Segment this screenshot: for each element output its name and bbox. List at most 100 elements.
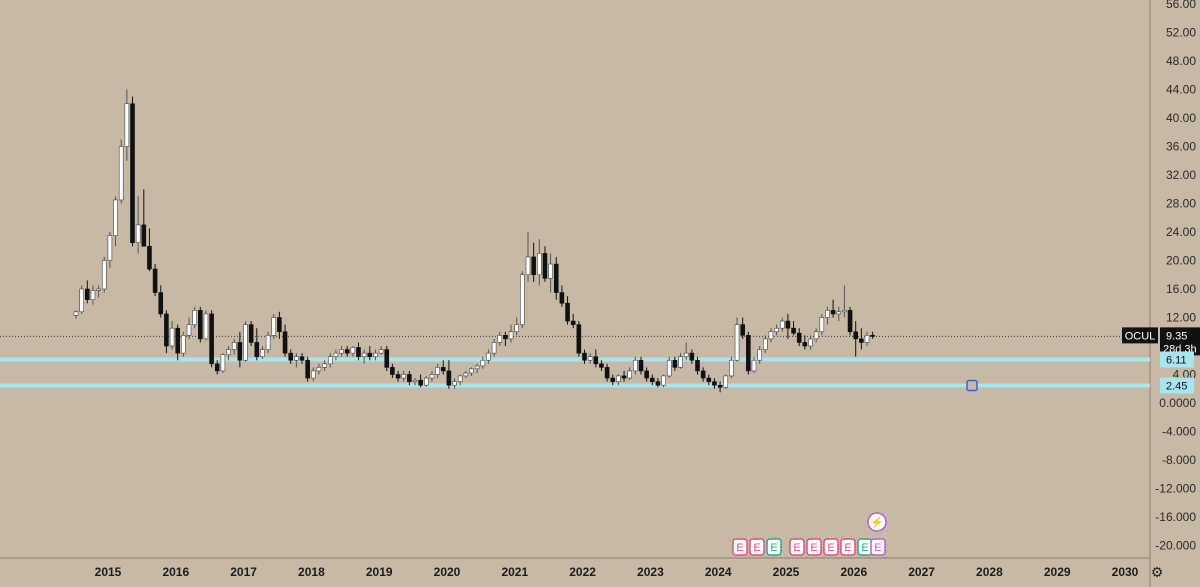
- earnings-marker: [749, 538, 765, 556]
- candle-body: [350, 347, 356, 354]
- year-label: 2026: [840, 565, 867, 579]
- year-label: 2017: [230, 565, 257, 579]
- candle-body: [486, 352, 491, 361]
- candle-body: [802, 342, 808, 347]
- earnings-marker-label: E: [810, 542, 817, 554]
- candle-body: [96, 288, 101, 291]
- year-label: 2029: [1044, 565, 1071, 579]
- candle-body: [282, 331, 288, 354]
- line-value-tag: 6.11: [1166, 354, 1187, 366]
- candle-body: [785, 320, 791, 329]
- candle-body: [220, 354, 226, 372]
- earnings-marker-label: E: [844, 542, 851, 554]
- candle-body: [124, 103, 130, 147]
- year-label: 2016: [162, 565, 189, 579]
- candle-body: [203, 313, 209, 340]
- candle-body: [633, 359, 638, 372]
- settings-icon[interactable]: ⚙: [1150, 565, 1164, 581]
- candle-body: [226, 349, 231, 355]
- candle-body: [367, 352, 373, 357]
- candle-body: [836, 311, 842, 315]
- price-tick-label: 48.00: [1166, 54, 1196, 68]
- candle-body: [599, 363, 604, 368]
- price-tick-label: -4.000: [1162, 425, 1196, 439]
- candle-body: [779, 320, 785, 329]
- candle-body: [700, 370, 706, 379]
- earnings-marker: [823, 538, 839, 556]
- candle-body: [344, 349, 350, 354]
- candle-body: [237, 342, 243, 361]
- price-tick-label: -12.000: [1155, 482, 1196, 496]
- candle-body: [435, 367, 440, 375]
- symbol-tag-bg: [1122, 327, 1158, 344]
- candle-body: [734, 324, 740, 361]
- candle-body: [746, 335, 751, 372]
- candle-body: [254, 342, 260, 357]
- candle-body: [209, 313, 214, 365]
- candle-body: [762, 338, 768, 350]
- candle-body: [570, 320, 576, 325]
- candle-body: [791, 327, 796, 334]
- earnings-marker-label: E: [770, 542, 777, 554]
- candle-body: [231, 342, 237, 350]
- line-handle: [966, 379, 978, 392]
- candle-body: [757, 349, 762, 361]
- candle-body: [740, 324, 746, 336]
- candle-body: [288, 352, 294, 361]
- candle-body: [593, 356, 599, 365]
- earnings-marker-label: E: [874, 542, 881, 554]
- candle-body: [819, 317, 825, 333]
- price-tick-label: 28.00: [1166, 197, 1196, 211]
- candle-body: [418, 379, 423, 386]
- year-label: 2015: [95, 565, 122, 579]
- candle-body: [164, 313, 169, 347]
- candle-body: [198, 310, 203, 340]
- candle-body: [859, 338, 864, 343]
- earnings-marker-label: E: [827, 542, 834, 554]
- candle-body: [610, 377, 616, 382]
- lightning-marker-label: ⚡: [870, 516, 884, 529]
- candle-body: [412, 379, 418, 382]
- earnings-marker-label: E: [736, 542, 743, 554]
- price-tick-label: -20.000: [1155, 539, 1196, 553]
- candle-body: [542, 253, 548, 279]
- price-tick-label: 44.00: [1166, 83, 1196, 97]
- candle-body: [695, 359, 700, 372]
- candle-body: [175, 327, 180, 354]
- candle-body: [101, 260, 107, 290]
- candle-body: [316, 367, 322, 372]
- candle-body: [717, 384, 723, 388]
- candle-body: [457, 375, 463, 382]
- price-tick-label: 36.00: [1166, 140, 1196, 154]
- candle-body: [299, 356, 305, 361]
- candle-body: [192, 310, 197, 325]
- price-tick-label: 40.00: [1166, 111, 1196, 125]
- candle-body: [395, 374, 401, 379]
- candle-body: [248, 324, 254, 343]
- candle-body: [553, 263, 559, 293]
- candle-body: [706, 377, 712, 382]
- price-tick-label: 52.00: [1166, 26, 1196, 40]
- candle-body: [186, 324, 192, 336]
- candle-body: [830, 310, 836, 315]
- price-tag-bg: [1160, 327, 1200, 356]
- candle-body: [531, 256, 536, 276]
- candle-body: [508, 331, 514, 340]
- candle-body: [85, 288, 90, 300]
- candle-body: [751, 359, 757, 372]
- candle-body: [407, 374, 412, 382]
- candle-body: [808, 338, 813, 347]
- candle-body: [503, 335, 508, 340]
- candle-body: [638, 359, 644, 372]
- candle-body: [616, 375, 621, 382]
- candle-body: [265, 335, 271, 350]
- candle-body: [847, 310, 853, 333]
- candle-body: [305, 359, 310, 379]
- year-label: 2024: [705, 565, 732, 579]
- candle-body: [333, 352, 339, 357]
- price-tick-label: 16.00: [1166, 282, 1196, 296]
- price-tick-label: -8.000: [1162, 453, 1196, 467]
- earnings-marker: [870, 538, 886, 556]
- candle-body: [339, 349, 344, 354]
